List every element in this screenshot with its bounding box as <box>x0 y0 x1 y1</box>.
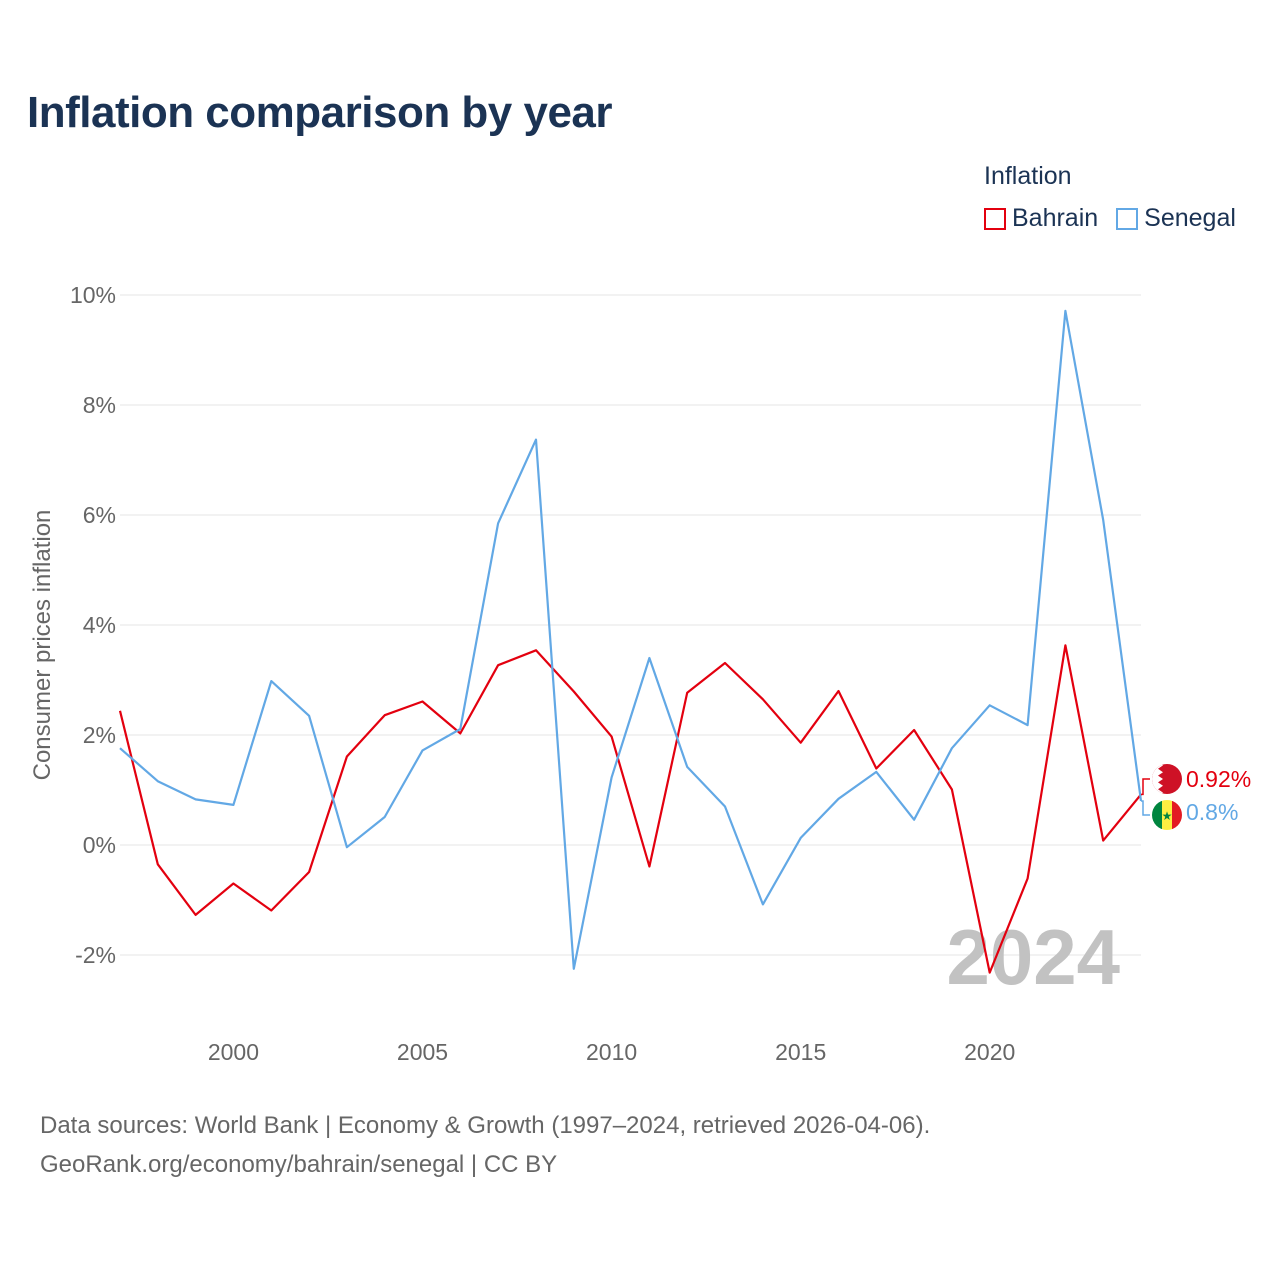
end-marker-senegal: ★ 0.8% <box>1141 799 1238 830</box>
end-label-senegal: 0.8% <box>1186 799 1238 825</box>
legend-label-bahrain: Bahrain <box>1012 204 1099 232</box>
end-marker-bahrain: 0.92% <box>1141 764 1251 796</box>
legend-item-bahrain[interactable]: Bahrain <box>984 204 1098 233</box>
y-tick-label: 2% <box>83 722 116 748</box>
y-tick-label: 6% <box>83 502 116 528</box>
legend-item-senegal[interactable]: Senegal <box>1116 204 1236 233</box>
connector-senegal <box>1141 800 1150 816</box>
legend-swatch-bahrain <box>984 207 1006 230</box>
y-tick-label: 8% <box>83 392 116 418</box>
footer: Data sources: World Bank | Economy & Gro… <box>40 1106 930 1184</box>
legend-swatch-senegal <box>1116 207 1139 230</box>
series-line-senegal <box>119 309 1143 970</box>
bahrain-flag-icon <box>1152 764 1182 794</box>
year-watermark: 2024 <box>946 913 1120 1001</box>
x-tick-label: 2010 <box>586 1039 637 1065</box>
y-axis-label: Consumer prices inflation <box>29 510 56 781</box>
legend-title: Inflation <box>984 162 1072 190</box>
chart-title: Inflation comparison by year <box>27 88 613 137</box>
end-label-bahrain: 0.92% <box>1186 766 1251 792</box>
legend: Bahrain Senegal <box>984 204 1254 233</box>
legend-label-senegal: Senegal <box>1144 204 1236 232</box>
x-tick-label: 2015 <box>775 1039 826 1065</box>
line-chart: -2% 0% 2% 4% 6% 8% 10% 2000 2005 2010 2015 2020 Co… <box>29 282 1251 1065</box>
y-tick-label: -2% <box>75 942 116 968</box>
series-line-bahrain <box>118 644 1142 974</box>
x-tick-label: 2005 <box>397 1039 448 1065</box>
svg-text:★: ★ <box>1162 809 1173 823</box>
senegal-flag-icon: ★ <box>1152 800 1182 830</box>
footer-link[interactable]: GeoRank.org/economy/bahrain/senegal | CC… <box>40 1151 558 1178</box>
y-tick-label: 0% <box>83 832 116 858</box>
footer-sources: Data sources: World Bank | Economy & Gro… <box>40 1112 931 1139</box>
grid <box>120 294 1141 956</box>
y-tick-label: 4% <box>83 612 116 638</box>
connector-bahrain <box>1141 778 1150 796</box>
x-axis: 2000 2005 2010 2015 2020 <box>208 1039 1015 1065</box>
y-axis: -2% 0% 2% 4% 6% 8% 10% <box>70 282 116 968</box>
series-lines <box>118 309 1143 974</box>
x-tick-label: 2020 <box>964 1039 1015 1065</box>
y-tick-label: 10% <box>70 282 116 308</box>
x-tick-label: 2000 <box>208 1039 259 1065</box>
